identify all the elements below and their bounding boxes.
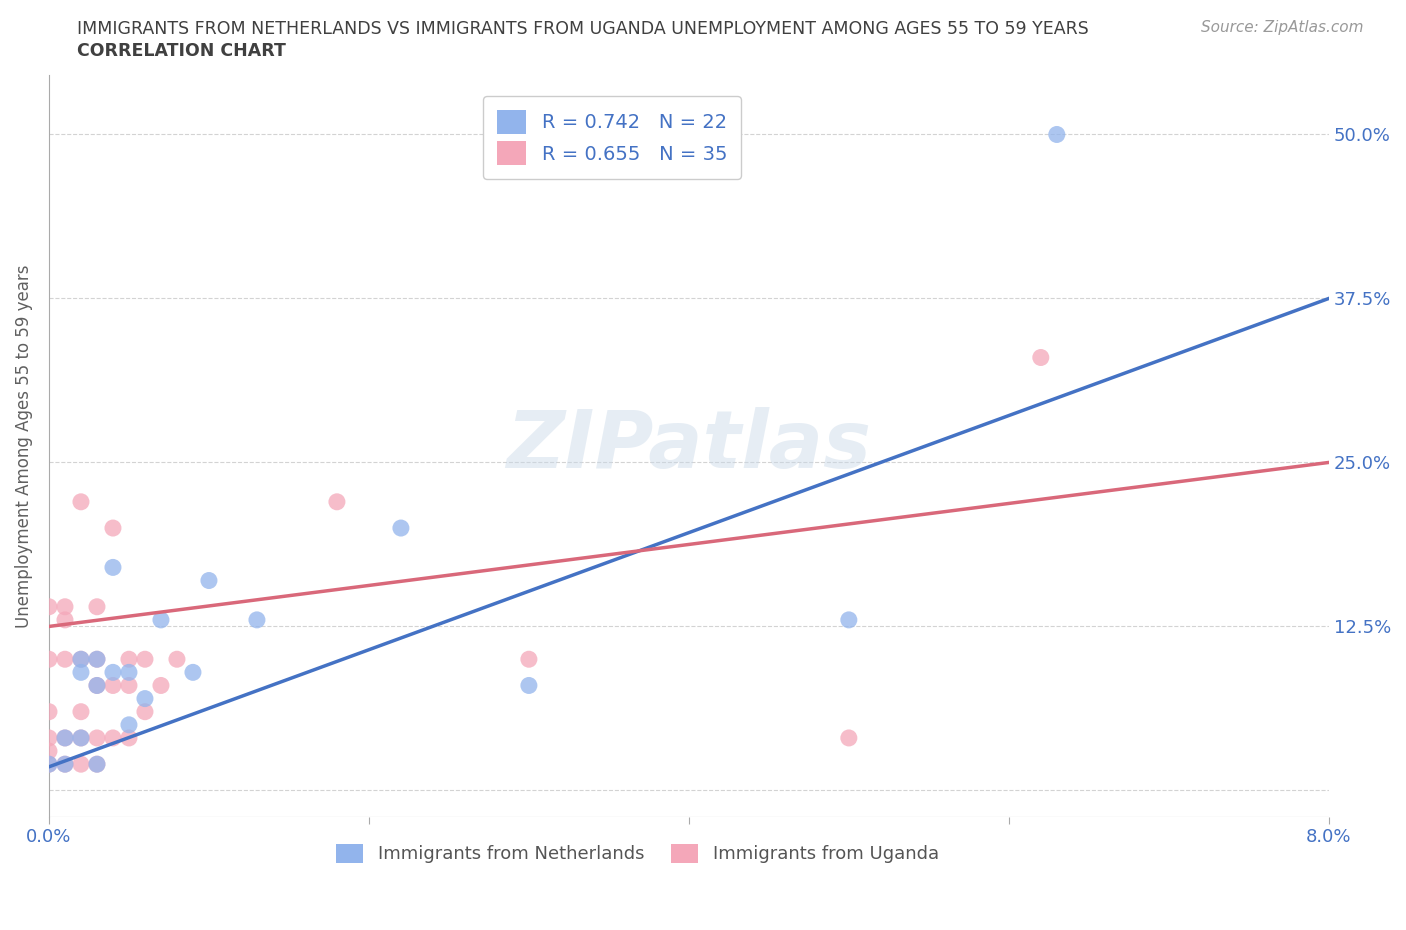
Point (1046, 127, 1069, 142)
Point (517, 678, 540, 693)
Point (53, 757, 76, 772)
Point (1029, 350, 1052, 365)
Point (166, 652, 188, 667)
Point (86, 678, 108, 693)
Point (38, 757, 60, 772)
Point (70, 652, 93, 667)
Point (86, 652, 108, 667)
Point (198, 573, 221, 588)
Point (53, 613, 76, 628)
Point (134, 691, 156, 706)
Point (389, 521, 412, 536)
Point (101, 521, 124, 536)
Point (70, 652, 93, 667)
Point (838, 730, 860, 745)
Point (70, 495, 93, 510)
Point (38, 652, 60, 667)
Point (86, 599, 108, 614)
Point (118, 730, 141, 745)
Point (246, 613, 269, 628)
Point (118, 652, 141, 667)
Point (70, 757, 93, 772)
Text: CORRELATION CHART: CORRELATION CHART (77, 42, 287, 60)
Point (149, 678, 172, 693)
Point (134, 704, 156, 719)
Point (101, 560, 124, 575)
Point (326, 495, 349, 510)
Point (38, 744, 60, 759)
Point (86, 730, 108, 745)
Point (118, 717, 141, 732)
Point (38, 599, 60, 614)
Y-axis label: Unemployment Among Ages 55 to 59 years: Unemployment Among Ages 55 to 59 years (15, 264, 32, 628)
Point (38, 730, 60, 745)
Point (53, 730, 76, 745)
Point (70, 730, 93, 745)
Point (70, 730, 93, 745)
Point (101, 665, 124, 680)
Point (70, 665, 93, 680)
Point (53, 730, 76, 745)
Point (38, 704, 60, 719)
Point (86, 757, 108, 772)
Point (118, 678, 141, 693)
Point (517, 652, 540, 667)
Point (149, 613, 172, 628)
Text: Source: ZipAtlas.com: Source: ZipAtlas.com (1201, 20, 1364, 35)
Point (53, 599, 76, 614)
Point (86, 652, 108, 667)
Point (53, 652, 76, 667)
Point (101, 730, 124, 745)
Point (70, 704, 93, 719)
Point (86, 757, 108, 772)
Point (134, 652, 156, 667)
Point (838, 613, 860, 628)
Text: ZIPatlas: ZIPatlas (506, 407, 872, 485)
Text: IMMIGRANTS FROM NETHERLANDS VS IMMIGRANTS FROM UGANDA UNEMPLOYMENT AMONG AGES 55: IMMIGRANTS FROM NETHERLANDS VS IMMIGRANT… (77, 20, 1090, 38)
Point (53, 757, 76, 772)
Point (86, 678, 108, 693)
Point (181, 665, 204, 680)
Point (118, 665, 141, 680)
Point (101, 678, 124, 693)
Legend: Immigrants from Netherlands, Immigrants from Uganda: Immigrants from Netherlands, Immigrants … (329, 837, 946, 870)
Point (38, 757, 60, 772)
